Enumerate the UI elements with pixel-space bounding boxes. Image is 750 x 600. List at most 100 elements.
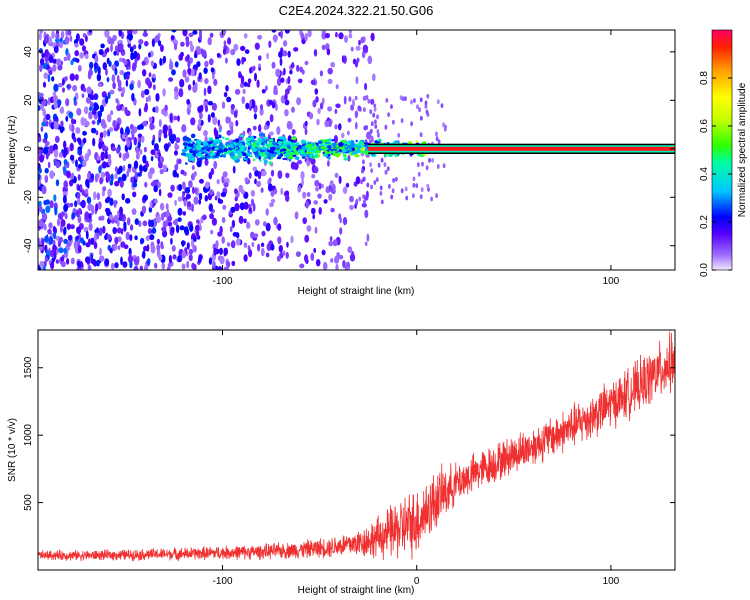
noise-blob (370, 32, 375, 42)
noise-blob (204, 78, 209, 85)
noise-blob (121, 193, 125, 201)
noise-blob (90, 253, 94, 261)
noise-blob (123, 221, 127, 228)
noise-blob (387, 112, 390, 117)
spectrogram-frame (37, 29, 676, 271)
noise-blob (122, 261, 128, 268)
noise-blob (52, 95, 58, 103)
noise-blob (86, 196, 92, 204)
noise-blob (260, 187, 264, 193)
scintillation-blob (263, 140, 267, 144)
noise-blob (47, 228, 52, 235)
noise-blob (273, 216, 278, 226)
noise-blob (129, 46, 134, 53)
noise-blob (321, 44, 326, 51)
noise-blob (68, 123, 72, 131)
noise-blob (270, 243, 275, 251)
noise-blob (179, 225, 185, 231)
noise-blob (113, 214, 119, 221)
scintillation-blob (324, 151, 330, 155)
noise-blob (181, 124, 187, 133)
scintillation-blob (268, 161, 272, 165)
noise-blob (193, 236, 197, 243)
noise-blob (76, 235, 79, 240)
noise-blob (370, 98, 375, 105)
noise-blob (369, 128, 373, 134)
noise-blob (277, 223, 282, 231)
noise-blob (77, 163, 82, 169)
noise-blob (230, 206, 236, 213)
noise-blob (330, 61, 336, 68)
noise-blob (119, 69, 125, 76)
noise-blob (261, 170, 267, 177)
noise-blob (171, 245, 176, 252)
noise-blob (102, 144, 106, 152)
noise-blob (395, 176, 398, 182)
noise-blob (245, 102, 250, 110)
noise-blob (196, 48, 202, 55)
noise-blob (117, 210, 120, 217)
noise-blob (435, 131, 438, 137)
noise-blob (291, 106, 295, 113)
noise-blob (162, 164, 168, 173)
noise-blob (266, 242, 272, 252)
noise-blob (48, 222, 53, 229)
noise-blob (79, 52, 85, 59)
noise-blob (99, 247, 102, 256)
noise-blob (377, 162, 381, 168)
noise-blob (181, 192, 185, 200)
scintillation-blob (277, 140, 283, 145)
noise-blob (144, 181, 148, 188)
noise-blob (158, 40, 162, 47)
scintillation-blob (250, 136, 254, 141)
scintillation-blob (290, 136, 297, 141)
noise-blob (355, 121, 358, 130)
noise-blob (145, 77, 151, 86)
scintillation-blob (293, 147, 297, 153)
noise-blob (379, 185, 383, 191)
noise-blob (65, 115, 69, 122)
scintillation-blob (266, 152, 273, 157)
noise-blob (226, 242, 231, 247)
noise-blob (416, 104, 419, 110)
noise-blob (277, 237, 282, 245)
noise-blob (75, 159, 78, 168)
noise-blob (142, 154, 147, 164)
noise-blob (259, 107, 264, 116)
noise-blob (194, 187, 198, 195)
noise-blob (254, 219, 260, 226)
noise-blob (69, 154, 75, 161)
noise-blob (234, 188, 238, 195)
noise-blob (249, 67, 252, 74)
noise-blob (175, 224, 180, 234)
noise-blob (260, 242, 265, 247)
noise-blob (141, 60, 146, 66)
noise-blob (165, 203, 169, 210)
noise-blob (390, 104, 393, 109)
scintillation-blob (312, 146, 317, 150)
noise-blob (49, 170, 55, 179)
noise-blob (436, 164, 440, 169)
noise-blob (149, 200, 153, 209)
noise-blob (146, 244, 150, 252)
noise-blob (428, 158, 431, 163)
noise-blob (74, 42, 79, 48)
noise-blob (355, 198, 359, 206)
noise-blob (63, 159, 68, 165)
noise-blob (304, 60, 309, 66)
noise-blob (207, 114, 211, 123)
noise-blob (181, 263, 186, 270)
noise-blob (361, 168, 365, 174)
noise-blob (349, 253, 356, 262)
noise-blob (66, 242, 72, 248)
scintillation-blob (289, 155, 294, 160)
noise-blob (120, 127, 124, 135)
noise-blob (334, 108, 338, 114)
noise-blob (231, 260, 236, 266)
noise-blob (302, 217, 308, 225)
noise-blob (183, 199, 187, 207)
noise-blob (180, 169, 185, 175)
scintillation-blob (268, 138, 274, 142)
noise-blob (153, 198, 158, 204)
noise-blob (112, 120, 117, 128)
